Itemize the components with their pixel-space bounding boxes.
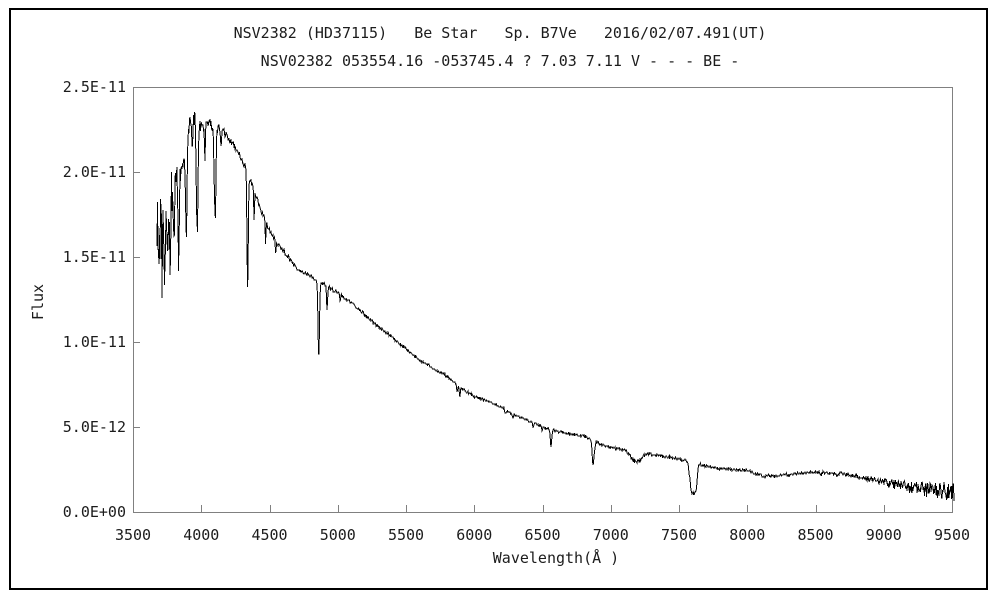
plot-frame bbox=[133, 87, 953, 513]
axis-tick-marks bbox=[133, 87, 953, 513]
x-axis-title: Wavelength(Å ) bbox=[492, 549, 620, 567]
x-tick-label: 5500 bbox=[387, 526, 425, 544]
x-tick-label: 4000 bbox=[183, 526, 220, 544]
chart-subtitle: NSV02382 053554.16 -053745.4 ? 7.03 7.11… bbox=[260, 52, 740, 70]
y-axis-title: Flux bbox=[29, 283, 47, 321]
y-tick-label: 5.0E-12 bbox=[62, 418, 126, 436]
x-tick-label: 8500 bbox=[797, 526, 834, 544]
y-tick-label: 1.0E-11 bbox=[62, 333, 126, 351]
y-tick-label: 2.0E-11 bbox=[62, 163, 126, 181]
spectrum-line bbox=[156, 111, 955, 502]
x-tick-label: 6000 bbox=[456, 526, 493, 544]
chart-title: NSV2382 (HD37115) Be Star Sp. B7Ve 2016/… bbox=[233, 24, 767, 42]
x-tick-label: 8000 bbox=[729, 526, 766, 544]
y-tick-label: 0.0E+00 bbox=[62, 503, 126, 521]
x-tick-label: 9500 bbox=[933, 526, 971, 544]
x-tick-label: 4500 bbox=[251, 526, 288, 544]
x-tick-label: 7500 bbox=[660, 526, 698, 544]
x-tick-label: 9000 bbox=[865, 526, 902, 544]
y-tick-label: 2.5E-11 bbox=[62, 78, 126, 96]
x-tick-label: 6500 bbox=[524, 526, 561, 544]
x-tick-label: 3500 bbox=[114, 526, 152, 544]
x-tick-label: 7000 bbox=[592, 526, 629, 544]
y-tick-label: 1.5E-11 bbox=[62, 248, 126, 266]
x-tick-label: 5000 bbox=[319, 526, 356, 544]
